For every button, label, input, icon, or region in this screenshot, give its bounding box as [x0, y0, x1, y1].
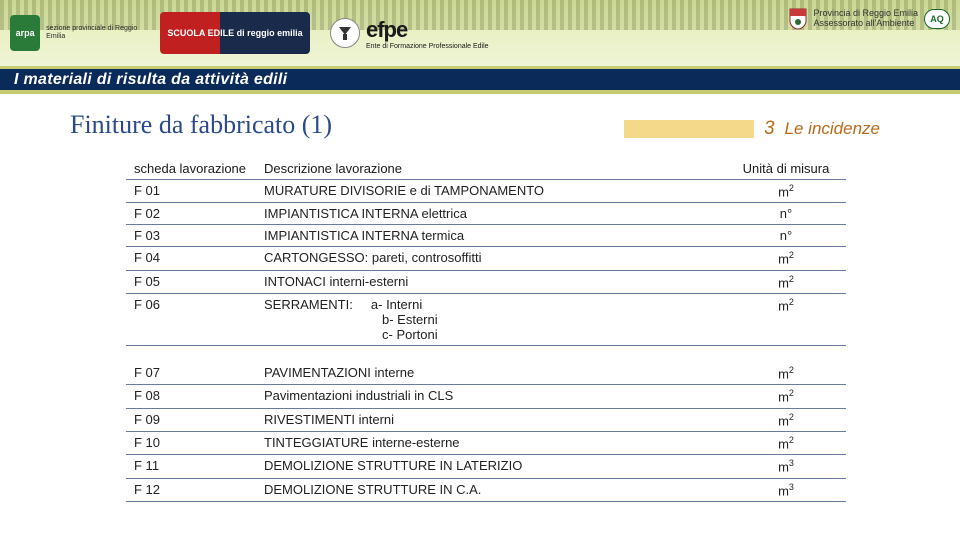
incidenze-bar — [624, 120, 754, 138]
cell-unit: m2 — [726, 408, 846, 431]
table-row: F 01MURATURE DIVISORIE e di TAMPONAMENTO… — [126, 180, 846, 203]
cell-unit: m2 — [726, 431, 846, 454]
cell-code: F 02 — [126, 203, 256, 225]
provincia-text: Provincia di Reggio Emilia Assessorato a… — [813, 9, 918, 29]
cell-desc: INTONACI interni-esterni — [256, 270, 726, 293]
table-row: F 12DEMOLIZIONE STRUTTURE IN C.A.m3 — [126, 478, 846, 501]
cell-code: F 07 — [126, 362, 256, 385]
cell-unit: m2 — [726, 362, 846, 385]
efpe-subtitle: Ente di Formazione Professionale Edile — [366, 43, 489, 50]
cell-code: F 08 — [126, 385, 256, 408]
cell-desc: DEMOLIZIONE STRUTTURE IN C.A. — [256, 478, 726, 501]
section-banner: I materiali di risulta da attività edili — [0, 66, 960, 94]
cell-code: F 05 — [126, 270, 256, 293]
header: arpa sezione provinciale di Reggio Emili… — [0, 0, 960, 66]
aq-badge-icon: AQ — [924, 9, 950, 29]
cell-code: F 01 — [126, 180, 256, 203]
header-right: Provincia di Reggio Emilia Assessorato a… — [789, 8, 950, 30]
cell-code: F 09 — [126, 408, 256, 431]
cell-unit: n° — [726, 225, 846, 247]
th-unit: Unità di misura — [726, 158, 846, 180]
table-row: F 06SERRAMENTI: a- Internib- Esternic- P… — [126, 293, 846, 345]
efpe-text: efpe Ente di Formazione Professionale Ed… — [366, 17, 489, 50]
table-row: F 02IMPIANTISTICA INTERNA elettrican° — [126, 203, 846, 225]
table-1: scheda lavorazione Descrizione lavorazio… — [126, 158, 846, 346]
table-row: F 04CARTONGESSO: pareti, controsoffittim… — [126, 247, 846, 270]
efpe-logo: efpe Ente di Formazione Professionale Ed… — [330, 17, 489, 50]
cell-desc: PAVIMENTAZIONI interne — [256, 362, 726, 385]
cell-desc: RIVESTIMENTI interni — [256, 408, 726, 431]
table-row: F 09RIVESTIMENTI internim2 — [126, 408, 846, 431]
cell-desc: IMPIANTISTICA INTERNA termica — [256, 225, 726, 247]
cell-code: F 03 — [126, 225, 256, 247]
cell-desc: CARTONGESSO: pareti, controsoffitti — [256, 247, 726, 270]
cell-desc: SERRAMENTI: a- Internib- Esternic- Porto… — [256, 293, 726, 345]
efpe-name: efpe — [366, 17, 489, 43]
cell-unit: m3 — [726, 478, 846, 501]
incidenze-box: 3 Le incidenze — [624, 118, 880, 140]
content-area: Finiture da fabbricato (1) 3 Le incidenz… — [0, 104, 960, 550]
efpe-mark-icon — [330, 18, 360, 48]
title-row: Finiture da fabbricato (1) 3 Le incidenz… — [70, 110, 920, 140]
th-code: scheda lavorazione — [126, 158, 256, 180]
cell-desc: TINTEGGIATURE interne-esterne — [256, 431, 726, 454]
cell-unit: m2 — [726, 385, 846, 408]
cell-desc: MURATURE DIVISORIE e di TAMPONAMENTO — [256, 180, 726, 203]
incidenze-number: 3 — [764, 118, 775, 140]
cell-code: F 04 — [126, 247, 256, 270]
cell-unit: m2 — [726, 247, 846, 270]
cell-code: F 06 — [126, 293, 256, 345]
arpa-caption: sezione provinciale di Reggio Emilia — [46, 25, 140, 40]
cell-unit: m3 — [726, 455, 846, 478]
cell-unit: n° — [726, 203, 846, 225]
table-row: F 05INTONACI interni-esternim2 — [126, 270, 846, 293]
banner-title: I materiali di risulta da attività edili — [14, 71, 287, 89]
cell-unit: m2 — [726, 270, 846, 293]
provincia-line2: Assessorato all'Ambiente — [813, 19, 918, 29]
table-row: F 08Pavimentazioni industriali in CLSm2 — [126, 385, 846, 408]
scuola-edile-logo: SCUOLA EDILE di reggio emilia — [160, 12, 310, 54]
incidenze-label: Le incidenze — [785, 119, 880, 139]
arpa-logo: arpa sezione provinciale di Reggio Emili… — [10, 8, 140, 58]
provincia-row: Provincia di Reggio Emilia Assessorato a… — [789, 8, 950, 30]
table-row: F 07PAVIMENTAZIONI internem2 — [126, 362, 846, 385]
table-header-row: scheda lavorazione Descrizione lavorazio… — [126, 158, 846, 180]
page-title: Finiture da fabbricato (1) — [70, 110, 332, 140]
arpa-mark-icon: arpa — [10, 15, 40, 51]
table-2: F 07PAVIMENTAZIONI internem2F 08Paviment… — [126, 362, 846, 502]
th-desc: Descrizione lavorazione — [256, 158, 726, 180]
table-row: F 03IMPIANTISTICA INTERNA termican° — [126, 225, 846, 247]
cell-code: F 12 — [126, 478, 256, 501]
cell-unit: m2 — [726, 293, 846, 345]
cell-unit: m2 — [726, 180, 846, 203]
cell-code: F 11 — [126, 455, 256, 478]
cell-desc: IMPIANTISTICA INTERNA elettrica — [256, 203, 726, 225]
table-row: F 11DEMOLIZIONE STRUTTURE IN LATERIZIOm3 — [126, 455, 846, 478]
table-row: F 10TINTEGGIATURE interne-esternem2 — [126, 431, 846, 454]
cell-code: F 10 — [126, 431, 256, 454]
cell-desc: Pavimentazioni industriali in CLS — [256, 385, 726, 408]
provincia-shield-icon — [789, 8, 807, 30]
cell-desc: DEMOLIZIONE STRUTTURE IN LATERIZIO — [256, 455, 726, 478]
